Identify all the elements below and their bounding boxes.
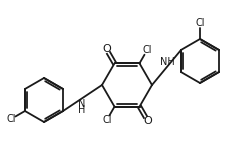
Text: O: O [102,44,111,54]
Text: Cl: Cl [102,115,112,125]
Text: H: H [78,105,85,115]
Text: N: N [78,99,85,109]
Text: O: O [143,116,152,126]
Text: Cl: Cl [142,45,152,55]
Text: Cl: Cl [6,114,16,124]
Text: NH: NH [160,56,175,66]
Text: Cl: Cl [195,18,205,28]
